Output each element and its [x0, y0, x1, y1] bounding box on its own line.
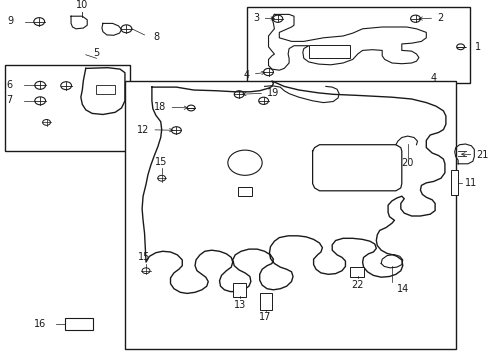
Bar	[125, 81, 456, 349]
Text: 22: 22	[351, 280, 364, 290]
Text: 6: 6	[6, 80, 12, 90]
Text: 18: 18	[154, 102, 188, 112]
Bar	[451, 170, 458, 195]
Text: 15: 15	[138, 252, 151, 262]
Text: 21: 21	[462, 150, 489, 160]
Text: 15: 15	[154, 157, 167, 167]
Text: 7: 7	[6, 95, 12, 105]
Bar	[5, 65, 130, 151]
Text: 1: 1	[475, 42, 481, 52]
Text: 9: 9	[8, 16, 14, 26]
Text: 2: 2	[419, 13, 443, 23]
Text: 3: 3	[254, 13, 274, 23]
Text: 12: 12	[137, 125, 173, 135]
Text: 19: 19	[243, 88, 279, 98]
Bar	[247, 7, 470, 83]
Bar	[350, 267, 364, 277]
Text: 13: 13	[234, 300, 246, 310]
Text: 20: 20	[401, 158, 414, 168]
Text: 11: 11	[465, 178, 477, 188]
Text: 14: 14	[397, 284, 409, 294]
Bar	[260, 293, 272, 310]
Bar	[233, 283, 246, 297]
Text: 17: 17	[259, 312, 272, 323]
Text: 8: 8	[153, 32, 159, 42]
Text: 4: 4	[430, 73, 436, 83]
Text: 16: 16	[34, 319, 47, 329]
Bar	[65, 318, 93, 330]
Bar	[96, 85, 115, 94]
Text: 4: 4	[244, 70, 265, 80]
Bar	[238, 187, 252, 196]
Text: 10: 10	[76, 0, 89, 10]
Text: 5: 5	[94, 48, 99, 58]
Bar	[309, 45, 350, 58]
